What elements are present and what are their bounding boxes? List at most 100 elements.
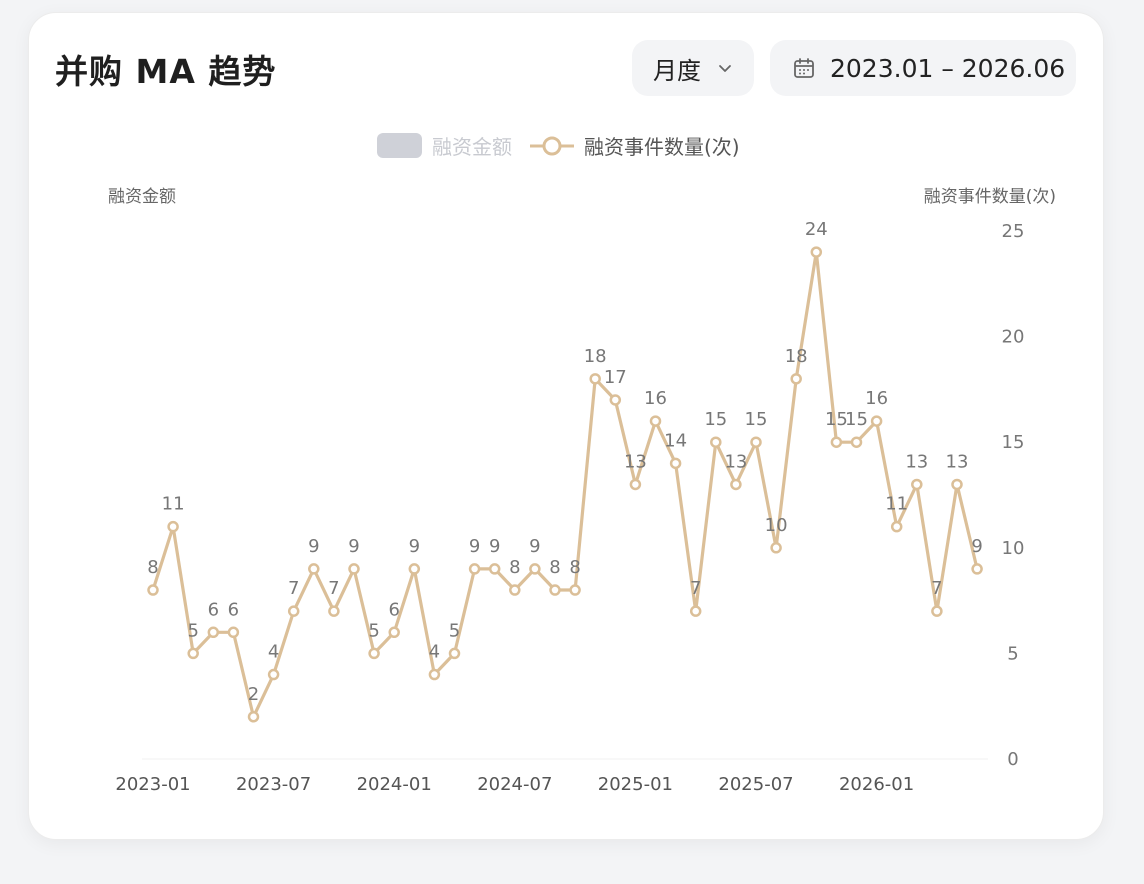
data-point[interactable] (951, 478, 963, 491)
x-tick-label: 2023-07 (236, 774, 311, 795)
data-point[interactable] (870, 415, 883, 427)
x-tick-label: 2026-01 (839, 774, 914, 795)
data-label: 2 (248, 684, 259, 705)
data-label: 13 (724, 451, 747, 472)
data-point[interactable] (629, 478, 642, 491)
data-label: 11 (162, 494, 185, 515)
data-point[interactable] (287, 605, 300, 617)
data-point[interactable] (247, 711, 260, 723)
legend-label-count: 融资事件数量(次) (584, 135, 740, 159)
data-label: 9 (469, 536, 480, 557)
circle-marker-icon (530, 136, 574, 155)
data-label: 6 (228, 599, 239, 620)
data-point[interactable] (790, 373, 802, 385)
data-label: 15 (825, 409, 848, 430)
calendar-icon (794, 58, 814, 78)
x-tick-label: 2025-07 (718, 774, 793, 795)
data-point[interactable] (227, 626, 240, 639)
data-point[interactable] (147, 584, 159, 596)
data-point[interactable] (589, 373, 601, 385)
y-tick-label: 25 (1002, 221, 1025, 242)
data-point[interactable] (448, 647, 461, 660)
period-select[interactable]: 月度 (632, 40, 754, 96)
data-point[interactable] (308, 563, 320, 575)
data-point[interactable] (468, 563, 481, 575)
data-label: 11 (885, 494, 908, 515)
data-point[interactable] (911, 478, 923, 491)
data-point[interactable] (971, 563, 983, 575)
data-label: 8 (569, 557, 580, 578)
data-label: 5 (449, 620, 460, 641)
data-point[interactable] (549, 584, 561, 596)
data-label: 9 (308, 536, 319, 557)
data-point[interactable] (167, 520, 179, 533)
legend-item-amount[interactable]: 融资金额 (377, 131, 530, 160)
data-label: 9 (971, 536, 982, 557)
data-point[interactable] (649, 415, 662, 427)
data-label: 13 (946, 451, 969, 472)
data-point[interactable] (569, 584, 581, 596)
data-point[interactable] (609, 394, 622, 406)
data-point[interactable] (689, 605, 702, 617)
y-tick-label: 10 (1002, 538, 1025, 559)
data-label: 6 (388, 599, 399, 620)
data-label: 4 (268, 642, 279, 663)
data-point[interactable] (529, 563, 541, 575)
data-point[interactable] (187, 647, 199, 660)
data-point[interactable] (730, 478, 742, 491)
data-point[interactable] (750, 436, 762, 448)
legend-label-amount: 融资金额 (432, 135, 512, 159)
data-label: 17 (604, 367, 627, 388)
chart-legend: 融资金额 融资事件数量(次) (377, 131, 740, 160)
x-tick-label: 2024-01 (357, 774, 432, 795)
data-point[interactable] (810, 246, 823, 258)
data-point[interactable] (328, 605, 340, 617)
data-label: 18 (584, 346, 607, 367)
data-label: 7 (690, 578, 701, 599)
date-range-value: 2023.01 – 2026.06 (830, 53, 1066, 83)
data-point[interactable] (408, 563, 421, 575)
data-point[interactable] (509, 584, 521, 596)
data-point[interactable] (710, 436, 722, 448)
data-label: 5 (187, 620, 198, 641)
data-point[interactable] (368, 647, 380, 660)
right-axis-title: 融资事件数量(次) (924, 187, 1056, 207)
data-label: 9 (409, 536, 420, 557)
data-point[interactable] (267, 668, 280, 681)
date-range-picker[interactable]: 2023.01 – 2026.06 (770, 40, 1076, 96)
data-label: 16 (865, 388, 888, 409)
data-label: 9 (348, 536, 359, 557)
data-point[interactable] (890, 520, 903, 533)
left-axis-title: 融资金额 (108, 187, 176, 207)
data-point[interactable] (850, 436, 863, 448)
data-label: 9 (489, 536, 500, 557)
data-label: 7 (288, 578, 299, 599)
data-label: 13 (624, 451, 647, 472)
data-label: 18 (785, 346, 808, 367)
y-tick-label: 20 (1002, 327, 1025, 348)
data-point[interactable] (428, 668, 441, 681)
data-point[interactable] (931, 605, 943, 617)
legend-bar-swatch (377, 133, 422, 158)
data-label: 15 (704, 409, 727, 430)
legend-item-count[interactable]: 融资事件数量(次) (530, 131, 740, 160)
data-point[interactable] (669, 457, 682, 470)
data-label: 16 (644, 388, 667, 409)
data-label: 24 (805, 219, 828, 240)
data-point[interactable] (348, 563, 360, 575)
data-label: 8 (549, 557, 560, 578)
data-point[interactable] (207, 626, 220, 639)
data-point[interactable] (830, 436, 843, 448)
data-label: 7 (328, 578, 339, 599)
data-label: 9 (529, 536, 540, 557)
data-label: 13 (905, 451, 928, 472)
data-point[interactable] (488, 563, 501, 575)
data-point[interactable] (388, 626, 400, 639)
data-label: 10 (765, 515, 788, 536)
x-tick-label: 2024-07 (477, 774, 552, 795)
data-point[interactable] (770, 542, 782, 554)
chart-card: 并购 MA 趋势 月度 2023.01 – 2026.06 融资金额 (28, 12, 1104, 840)
y-tick-label: 5 (1007, 643, 1018, 664)
data-label: 8 (147, 557, 158, 578)
